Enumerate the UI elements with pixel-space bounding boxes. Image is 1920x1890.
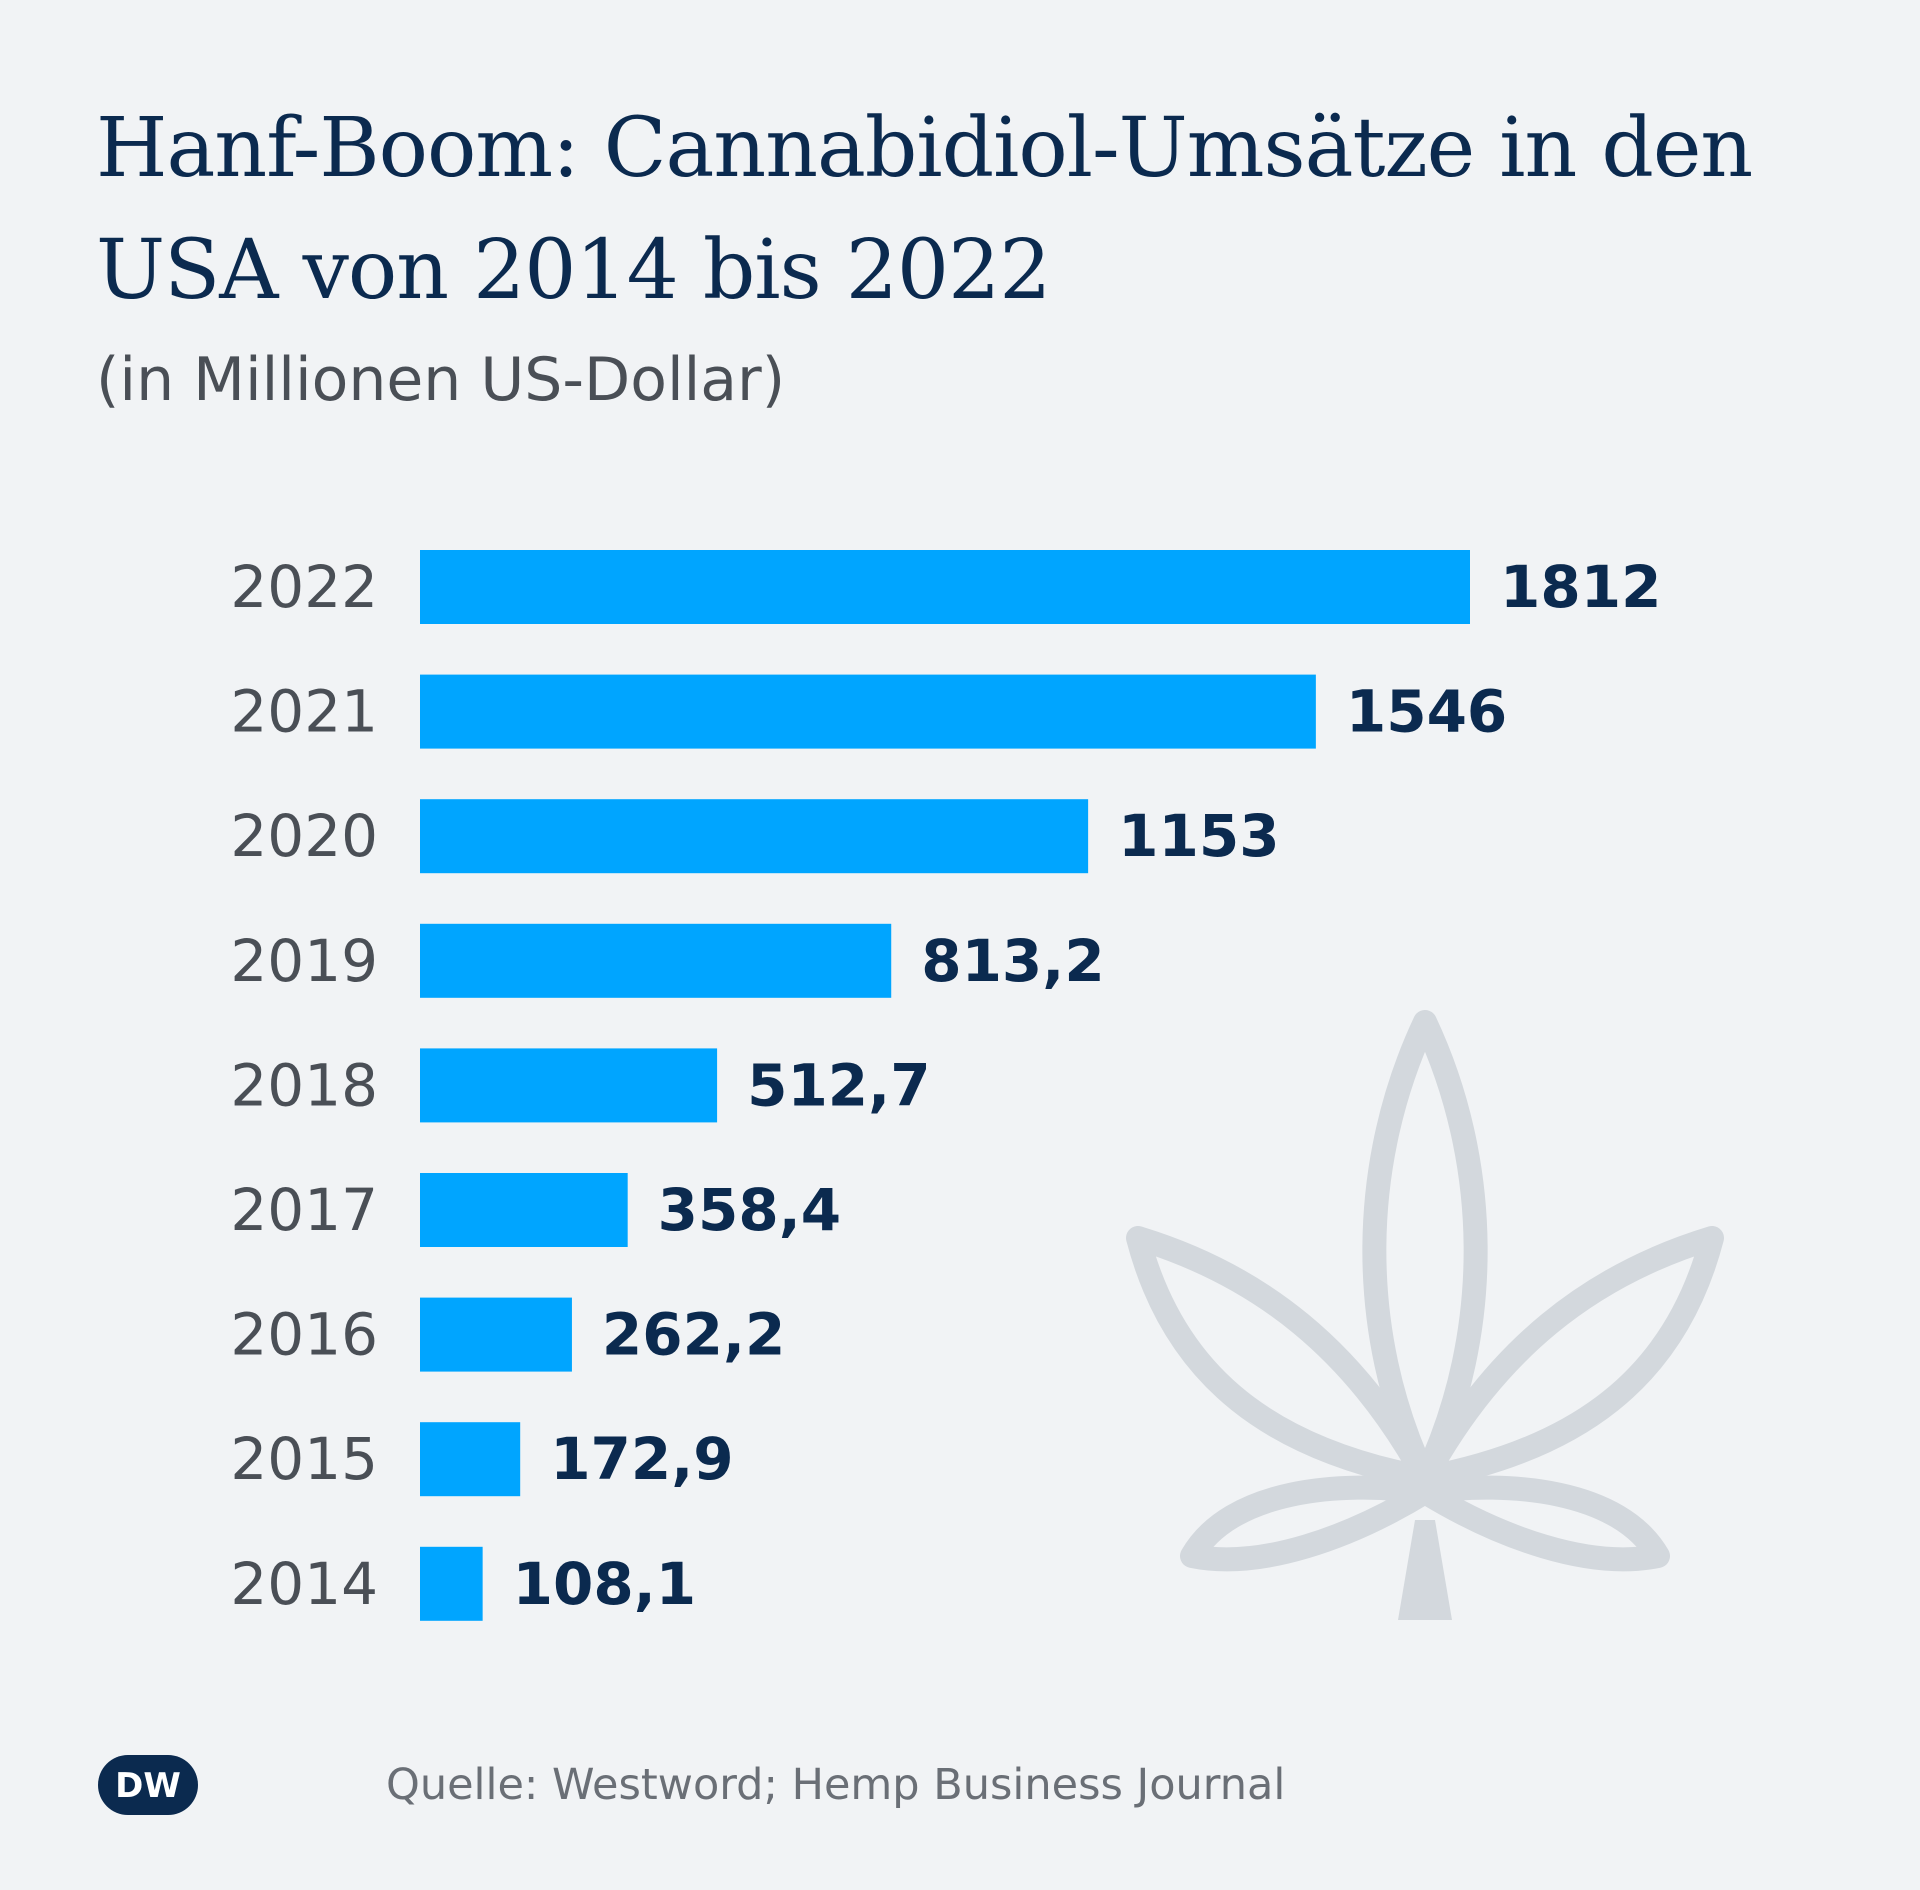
bar-2015 (420, 1422, 521, 1497)
bar-2020 (420, 799, 1089, 874)
value-label-2019: 813,2 (921, 927, 1104, 995)
dw-logo: DW (98, 1755, 198, 1815)
bar-2016 (420, 1297, 572, 1372)
value-label-2017: 358,4 (658, 1176, 841, 1244)
bar-2021 (420, 674, 1316, 749)
category-label-2019: 2019 (230, 927, 378, 995)
value-label-2022: 1812 (1500, 553, 1661, 621)
bar-chart: 2022 1812 2021 1546 2020 1153 2019 813,2 2018 512… (230, 550, 1661, 1621)
category-label-2020: 2020 (230, 802, 378, 870)
value-label-2021: 1546 (1346, 678, 1507, 746)
bar-2014 (420, 1546, 483, 1621)
bar-2019 (420, 923, 892, 998)
category-label-2018: 2018 (230, 1051, 378, 1119)
category-label-2017: 2017 (230, 1176, 378, 1244)
category-label-2016: 2016 (230, 1301, 378, 1369)
cannabis-leaf-icon (1126, 1010, 1724, 1620)
footer: DW Quelle: Westword; Hemp Business Journ… (96, 1752, 1285, 1818)
value-label-2016: 262,2 (602, 1301, 785, 1369)
source-note: Quelle: Westword; Hemp Business Journal (386, 1760, 1286, 1810)
value-label-2020: 1153 (1118, 802, 1279, 870)
value-label-2014: 108,1 (513, 1550, 696, 1618)
category-label-2014: 2014 (230, 1550, 378, 1618)
chart-subtitle: (in Millionen US-Dollar) (96, 345, 786, 415)
value-label-2015: 172,9 (550, 1425, 733, 1493)
category-label-2021: 2021 (230, 678, 378, 746)
category-label-2022: 2022 (230, 553, 378, 621)
value-label-2018: 512,7 (747, 1051, 930, 1119)
dw-logo-text: DW (115, 1766, 181, 1806)
bar-2018 (420, 1048, 718, 1123)
chart-title: Hanf-Boom: Cannabidiol-Umsätze in den US… (96, 101, 1753, 318)
bar-2017 (420, 1173, 628, 1247)
category-label-2015: 2015 (230, 1425, 378, 1493)
bar-2022 (420, 550, 1470, 624)
